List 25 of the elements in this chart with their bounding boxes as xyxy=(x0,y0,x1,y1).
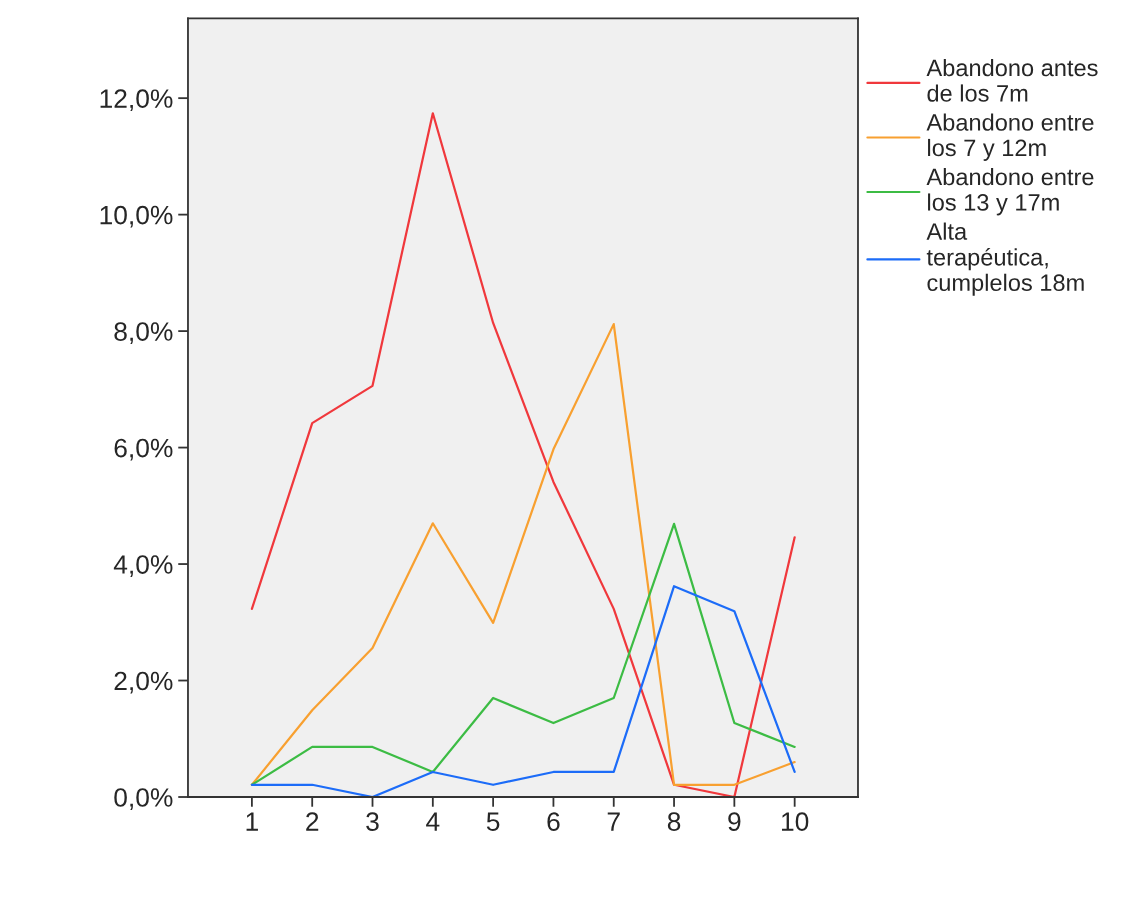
x-tick-label: 4 xyxy=(426,812,440,831)
x-tick-label: 8 xyxy=(667,812,681,831)
x-tick-label: 5 xyxy=(486,812,500,831)
y-tick-label: 12,0% xyxy=(100,89,173,112)
legend-label: Abandono entre los 13 y 17m xyxy=(926,168,1094,216)
legend-label: Abandono entre los 7 y 12m xyxy=(926,113,1094,161)
x-tick-label: 3 xyxy=(366,812,379,831)
x-tick-label: 1 xyxy=(246,812,258,831)
x-tick-label: 2 xyxy=(306,812,319,831)
x-tick-label: 9 xyxy=(728,812,741,831)
x-tick-label: 7 xyxy=(607,812,620,831)
y-tick-label: 8,0% xyxy=(114,322,173,345)
y-tick-label: 10,0% xyxy=(100,205,173,228)
y-tick-label: 4,0% xyxy=(113,555,173,577)
legend-label: Alta terapéutica, cumplelos 18m xyxy=(926,222,1084,296)
y-tick-label: 6,0% xyxy=(114,438,173,461)
line-series xyxy=(250,323,796,786)
line-series xyxy=(250,112,796,798)
line-series xyxy=(250,585,796,798)
x-tick-label: 6 xyxy=(547,812,560,831)
legend-label: Abandono antes de los 7m xyxy=(926,58,1098,102)
line-series xyxy=(250,522,796,786)
y-tick-label: 2,0% xyxy=(114,671,173,694)
x-tick-label: 10 xyxy=(782,812,809,831)
y-tick-label: 0,0% xyxy=(114,788,173,810)
